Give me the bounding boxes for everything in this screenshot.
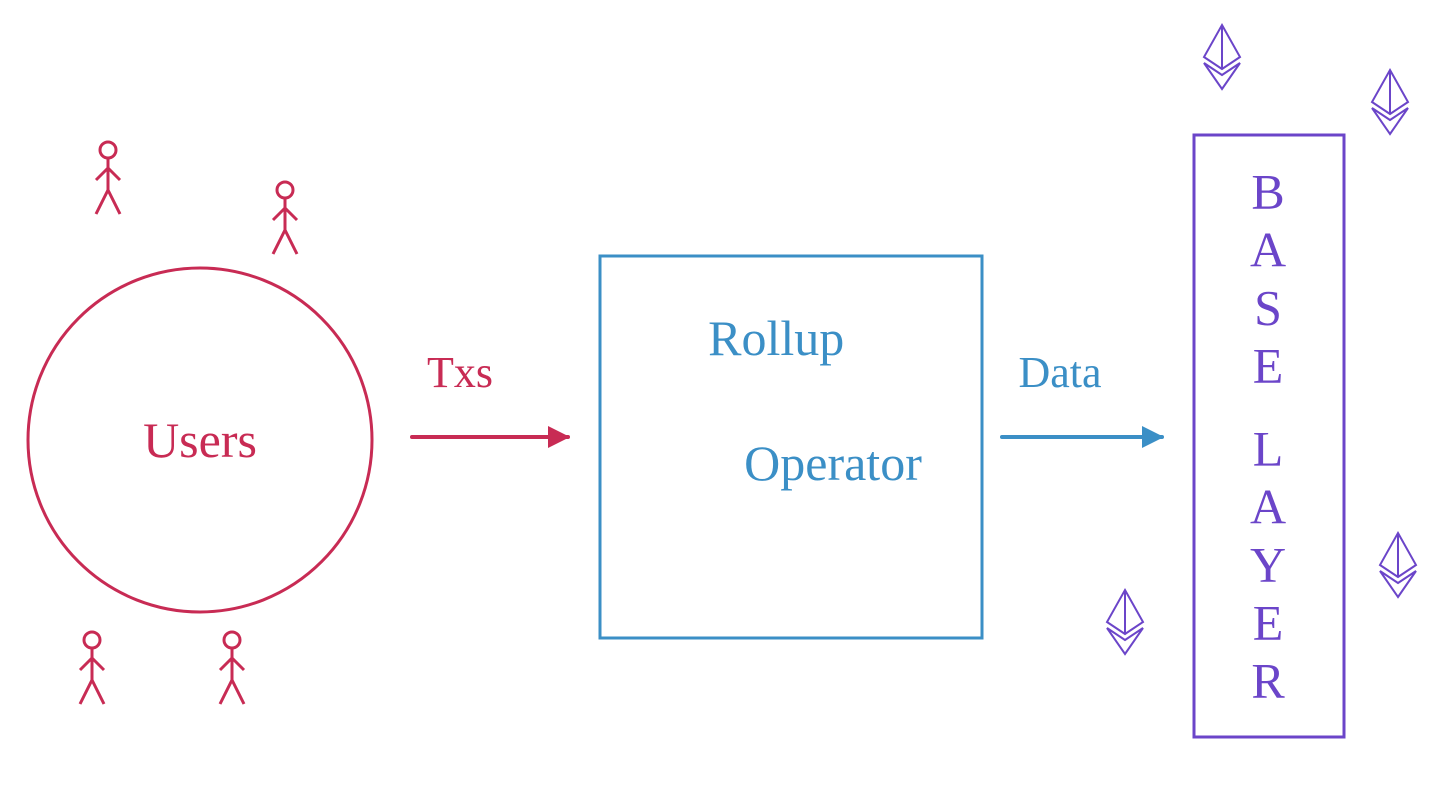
stick-figure-icon [80,632,104,704]
base-layer-letter: S [1254,279,1282,337]
txs-arrow [412,426,570,448]
operator-label-line2: Operator [744,434,922,490]
operator-label-line1: Rollup [708,309,844,365]
diagram-stage: Users Rollup Operator BASELAYER Txs Data [0,0,1456,799]
ethereum-icon [1380,533,1416,597]
base-layer-letter: B [1251,163,1284,221]
ethereum-icon [1107,590,1143,654]
stick-figure-icon [96,142,120,214]
txs-arrow-head [548,426,570,448]
base-layer-letter: A [1250,221,1286,279]
users-node-label: Users [143,409,257,472]
data-arrow-head [1142,426,1164,448]
base-layer-node-label: BASELAYER [1250,163,1286,710]
base-layer-letter: E [1253,337,1284,395]
base-layer-letter: R [1251,652,1284,710]
base-layer-letter: Y [1250,536,1286,594]
data-arrow-label: Data [1018,345,1101,400]
base-layer-letter: A [1250,478,1286,536]
data-arrow [1002,426,1164,448]
base-layer-letter: L [1253,420,1284,478]
txs-arrow-label: Txs [427,345,493,400]
ethereum-icon [1372,70,1408,134]
base-layer-letter: E [1253,594,1284,652]
operator-node-label: Rollup Operator [658,244,922,557]
stick-figure-icon [273,182,297,254]
ethereum-icon [1204,25,1240,89]
stick-figure-icon [220,632,244,704]
